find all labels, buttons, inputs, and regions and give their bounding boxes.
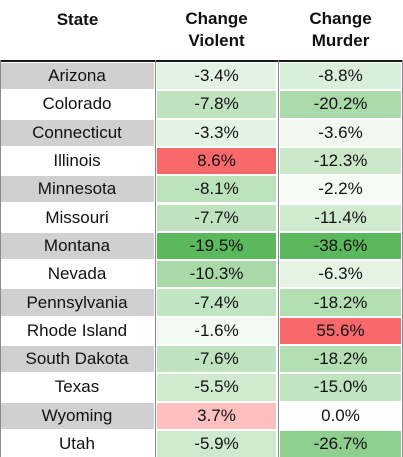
violent-cell: -7.7% xyxy=(157,204,276,231)
header-violent-line: Change xyxy=(185,9,248,28)
state-cell: Montana xyxy=(0,232,154,260)
header-murder-line: Murder xyxy=(311,31,370,50)
header-state: State xyxy=(0,0,155,69)
state-cell: Arizona xyxy=(0,63,154,90)
violent-cell: -19.5% xyxy=(157,232,276,260)
header-state-line: State xyxy=(56,10,99,29)
state-cell: Minnesota xyxy=(0,176,154,203)
violent-cell: -10.3% xyxy=(157,261,276,288)
violent-cell: -8.1% xyxy=(157,176,276,203)
murder-cell: -12.3% xyxy=(280,147,401,175)
violent-cell: -7.4% xyxy=(157,289,276,316)
state-cell: Pennsylvania xyxy=(0,289,154,316)
state-cell: South Dakota xyxy=(0,346,154,373)
murder-cell: -18.2% xyxy=(280,289,401,316)
murder-cell: -26.7% xyxy=(280,430,401,457)
murder-cell: 0.0% xyxy=(280,402,401,429)
murder-cell: -18.2% xyxy=(280,346,401,373)
violent-cell: -1.6% xyxy=(157,317,276,344)
violent-cell: -3.3% xyxy=(157,119,276,146)
violent-cell: -7.6% xyxy=(157,346,276,373)
murder-cell: -11.4% xyxy=(280,204,401,231)
state-cell: Connecticut xyxy=(0,119,154,146)
state-cell: Nevada xyxy=(0,261,154,288)
state-cell: Illinois xyxy=(0,147,154,175)
state-cell: Utah xyxy=(0,430,154,457)
state-cell: Missouri xyxy=(0,204,154,231)
murder-cell: -2.2% xyxy=(280,176,401,203)
column-divider xyxy=(0,60,1,457)
murder-cell: -3.6% xyxy=(280,119,401,146)
murder-cell: -20.2% xyxy=(280,91,401,118)
violent-cell: -5.9% xyxy=(157,430,276,457)
violent-cell: -7.8% xyxy=(157,91,276,118)
murder-cell: -6.3% xyxy=(280,261,401,288)
state-cell: Rhode Island xyxy=(0,317,154,344)
violent-cell: -5.5% xyxy=(157,374,276,401)
column-divider xyxy=(155,60,156,457)
state-cell: Colorado xyxy=(0,91,154,118)
state-cell: Wyoming xyxy=(0,402,154,429)
column-divider xyxy=(278,60,279,457)
header-murder-line: Change xyxy=(309,9,372,28)
header-violent: Change Violent xyxy=(155,0,278,60)
state-cell: Texas xyxy=(0,374,154,401)
murder-cell: -8.8% xyxy=(280,63,401,90)
murder-cell: -38.6% xyxy=(280,232,401,260)
murder-cell: 55.6% xyxy=(280,317,401,344)
violent-cell: 8.6% xyxy=(157,147,276,175)
header-murder: Change Murder xyxy=(278,0,403,60)
murder-cell: -15.0% xyxy=(280,374,401,401)
header-violent-line: Violent xyxy=(188,31,245,50)
violent-cell: -3.4% xyxy=(157,63,276,90)
violent-cell: 3.7% xyxy=(157,402,276,429)
header-divider xyxy=(0,60,403,62)
